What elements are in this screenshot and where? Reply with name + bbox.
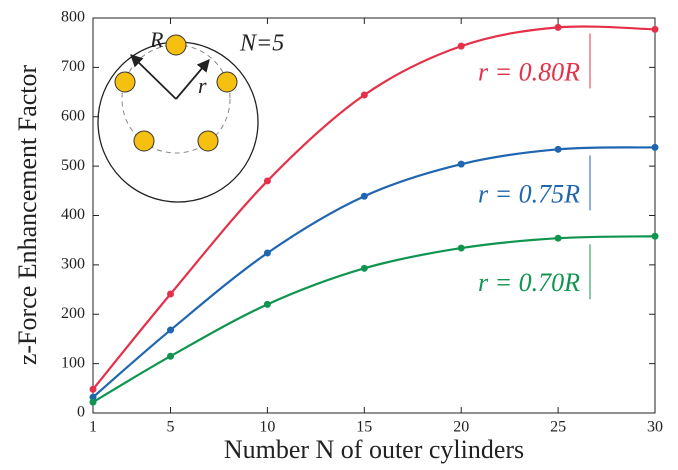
inset-arrow [130,54,177,100]
y-tick-label: 200 [61,305,85,322]
data-point [651,143,659,151]
data-point [167,326,175,334]
data-point [360,264,368,272]
x-tick-label: 10 [259,419,275,436]
y-tick-label: 800 [61,9,85,26]
inset-title: N=5 [239,31,284,57]
data-point [89,385,97,393]
data-point [554,23,562,31]
data-point [360,91,368,99]
series-label: r = 0.70R [478,268,580,297]
y-tick-label: 700 [61,58,85,75]
inset: R r N=5 [97,27,284,203]
series-line [92,235,656,404]
data-point [263,300,271,308]
data-point [89,393,97,401]
data-point [263,249,271,257]
y-tick-label: 500 [61,157,85,174]
data-point [457,244,465,252]
inset-label: R [149,27,164,52]
y-axis-title: z-Force Enhancement Factor [13,65,42,366]
data-point [554,234,562,242]
y-tick-label: 0 [77,404,85,421]
inset-arrow [175,59,210,100]
y-tick-label: 400 [61,206,85,223]
x-tick-label: 15 [356,419,372,436]
y-tick-label: 100 [61,354,85,371]
series-label: r = 0.80R [478,57,580,86]
inset-cylinders [114,34,238,152]
data-point [457,160,465,168]
data-point [167,290,175,298]
y-tick-label: 300 [61,256,85,273]
x-tick-label: 25 [550,419,566,436]
inset-outer [97,41,259,203]
x-tick-label: 30 [647,419,663,436]
data-point [263,177,271,185]
data-point [651,232,659,240]
x-tick-label: 1 [89,419,97,436]
data-point [651,25,659,33]
data-point [457,42,465,50]
series-label: r = 0.75R [478,179,580,208]
inset-label: r [198,73,207,98]
x-tick-label: 20 [453,419,469,436]
x-tick-label: 5 [167,419,175,436]
data-point [360,192,368,200]
data-point [554,145,562,153]
data-point [89,398,97,406]
data-point [167,352,175,360]
y-tick-label: 600 [61,107,85,124]
x-axis-title: Number N of outer cylinders [224,435,524,464]
